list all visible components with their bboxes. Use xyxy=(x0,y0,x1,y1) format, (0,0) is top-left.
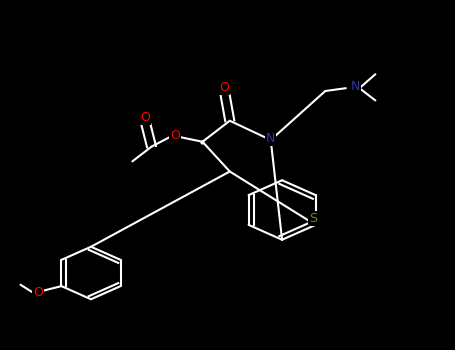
Text: N: N xyxy=(351,80,360,93)
Text: O: O xyxy=(170,129,180,142)
Text: O: O xyxy=(219,81,229,94)
Text: S: S xyxy=(309,212,317,225)
Text: N: N xyxy=(266,132,275,145)
Text: O: O xyxy=(33,286,43,299)
Text: O: O xyxy=(140,111,150,124)
